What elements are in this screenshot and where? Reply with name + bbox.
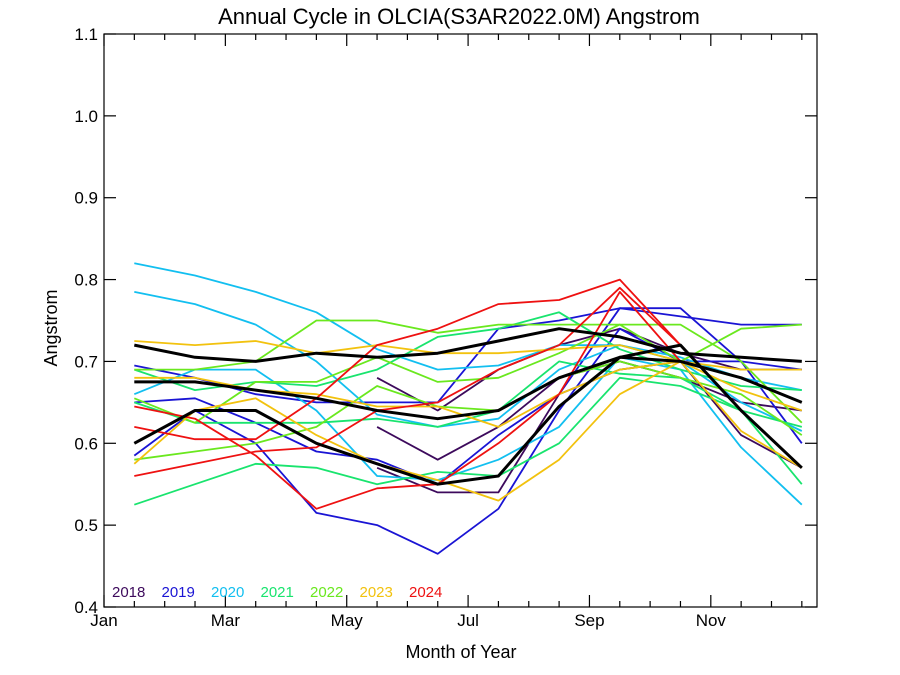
legend-item-2018: 2018 <box>112 584 145 601</box>
legend-item-2021: 2021 <box>261 584 294 601</box>
y-tick-label: 0.7 <box>74 352 98 371</box>
legend-item-2022: 2022 <box>310 584 343 601</box>
x-tick-label: May <box>331 611 364 630</box>
x-tick-label: Jul <box>457 611 479 630</box>
series-line-mean-3 <box>133 343 803 486</box>
series-line-2024-1 <box>134 278 682 441</box>
x-tick-label: Jan <box>90 611 117 630</box>
series-line-2023-3 <box>133 360 803 502</box>
y-tick-label: 1.0 <box>74 107 98 126</box>
series-line-2021-2 <box>134 360 803 428</box>
series-line-2021-1 <box>134 311 802 392</box>
series-line-2019-3 <box>133 327 802 555</box>
legend-item-2024: 2024 <box>409 584 442 601</box>
y-tick-label: 0.9 <box>74 189 98 208</box>
series-layer <box>133 262 803 555</box>
series-line-2018-1 <box>376 327 802 412</box>
x-tick-label: Mar <box>211 611 241 630</box>
series-line-2022-3 <box>134 360 803 461</box>
x-tick-label: Sep <box>574 611 604 630</box>
plot-frame <box>103 33 818 608</box>
legend-item-2023: 2023 <box>360 584 393 601</box>
y-tick-label: 1.1 <box>74 25 98 44</box>
y-axis-label: Angstrom <box>41 289 61 366</box>
x-axis-label: Month of Year <box>405 642 516 662</box>
series-line-2024-3 <box>134 290 682 510</box>
series-line-2020-1 <box>134 262 802 391</box>
series-line-2019-2 <box>134 307 803 486</box>
y-tick-label: 0.4 <box>74 598 98 617</box>
x-tick-label: Nov <box>696 611 727 630</box>
legend: 2018 2019 2020 2021 2022 2023 2024 <box>112 584 442 601</box>
series-line-2020-2 <box>134 291 803 432</box>
series-line-mean-2 <box>134 355 803 421</box>
y-tick-label: 0.5 <box>74 516 98 535</box>
y-tick-label: 0.8 <box>74 271 98 290</box>
series-line-2021-3 <box>134 376 803 506</box>
series-line-2024-2 <box>134 286 682 477</box>
legend-item-2019: 2019 <box>162 584 195 601</box>
legend-item-2020: 2020 <box>211 584 244 601</box>
chart-title: Annual Cycle in OLCIA(S3AR2022.0M) Angst… <box>218 4 700 29</box>
ticks-layer: 0.4 0.5 0.6 0.7 0.8 0.9 1.0 1.1 Jan Mar May Jul Sep N… <box>74 25 817 630</box>
y-tick-label: 0.6 <box>74 434 98 453</box>
